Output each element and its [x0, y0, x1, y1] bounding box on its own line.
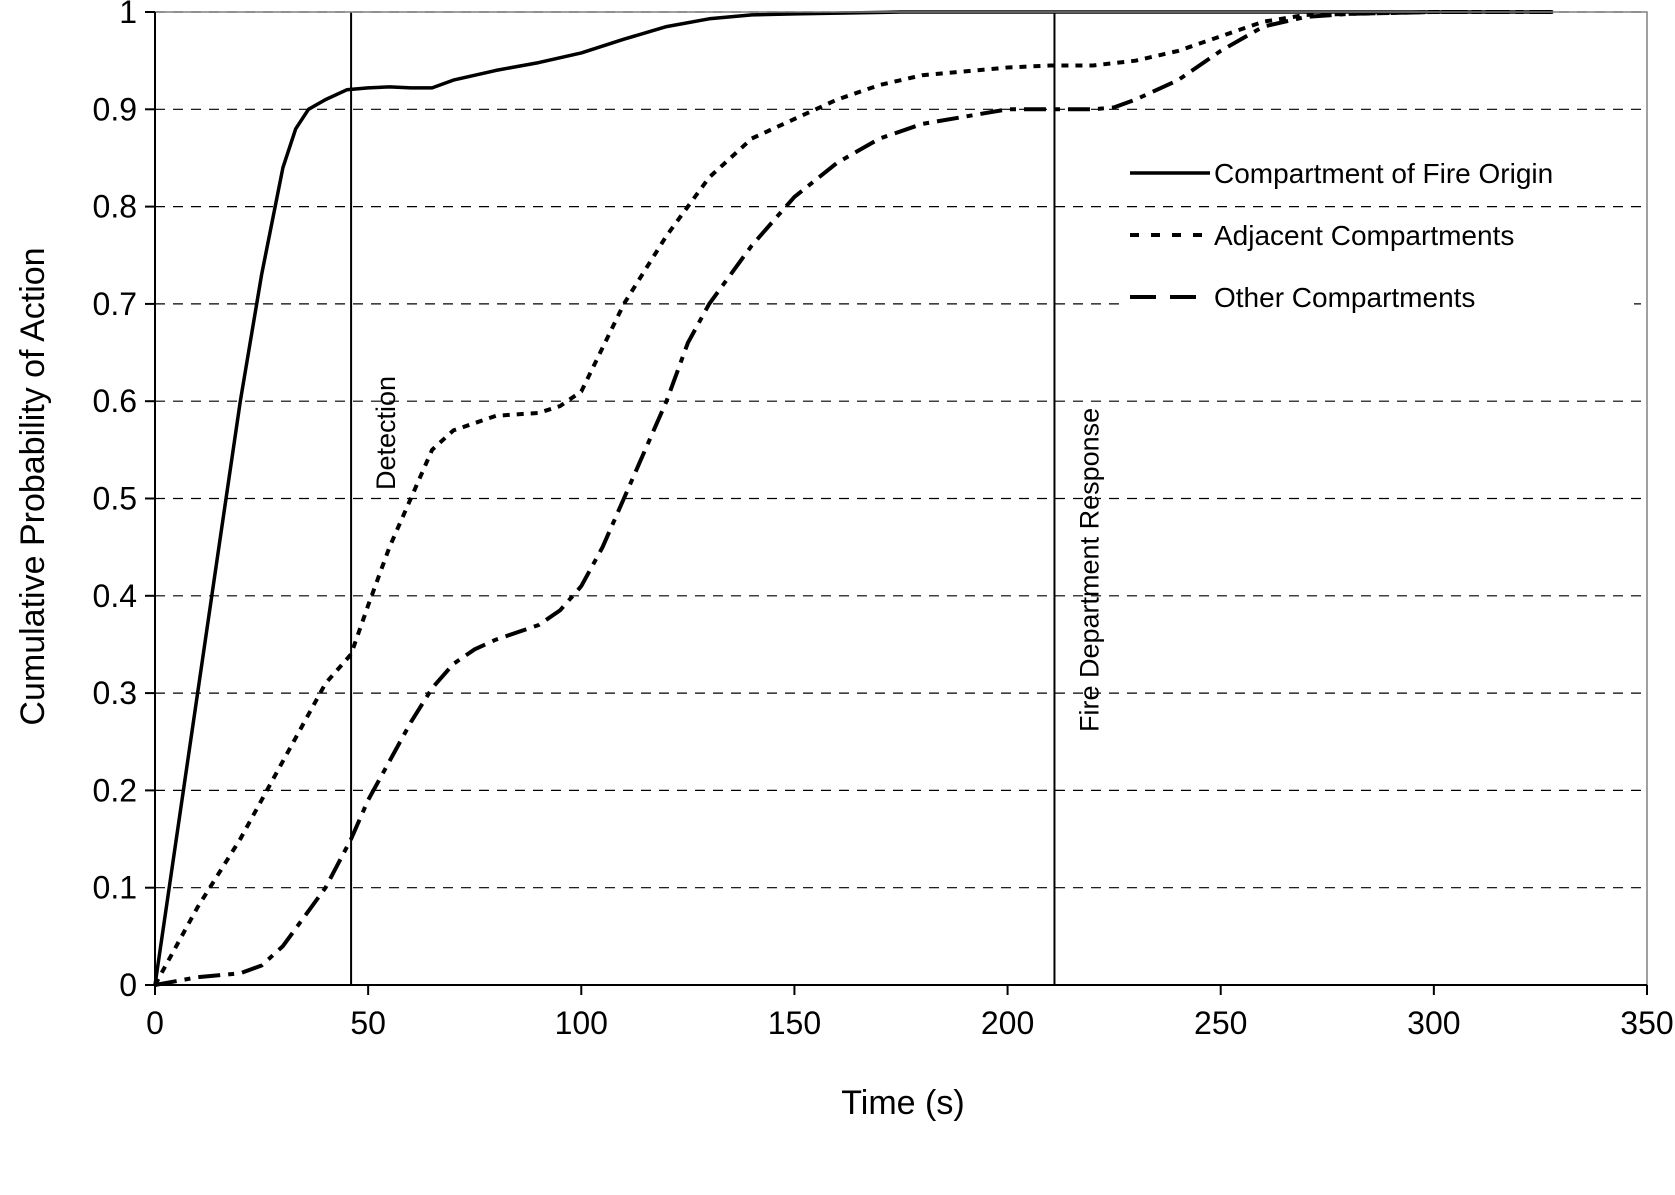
y-tick-label-1: 0.1	[93, 870, 137, 906]
y-tick-label-2: 0.2	[93, 772, 137, 808]
series-lines	[153, 10, 1554, 987]
x-tick-label-7: 350	[1620, 1005, 1673, 1041]
annotation-label-0: Detection	[371, 376, 401, 490]
x-axis-title: Time (s)	[841, 1084, 964, 1122]
axes	[145, 11, 1648, 995]
legend-label-1: Adjacent Compartments	[1214, 220, 1514, 251]
y-axis-title: Cumulative Probability of Action	[14, 247, 52, 725]
legend: Compartment of Fire Origin Adjacent Compa…	[1124, 151, 1634, 319]
legend-label-2: Other Compartments	[1214, 282, 1475, 313]
x-tick-label-3: 150	[768, 1005, 821, 1041]
annotation-lines: Detection Fire Department Response	[350, 12, 1104, 985]
legend-bg-1	[1124, 213, 1634, 257]
series-line-0	[153, 10, 1554, 986]
y-tick-label-9: 0.9	[93, 91, 137, 127]
x-tick-label-1: 50	[350, 1005, 386, 1041]
y-tick-label-7: 0.7	[93, 286, 137, 322]
x-tick-label-5: 250	[1194, 1005, 1247, 1041]
y-tick-label-5: 0.5	[93, 481, 137, 517]
y-tick-label-0: 0	[119, 967, 137, 1003]
x-tick-label-2: 100	[555, 1005, 608, 1041]
series-line-1	[153, 10, 1554, 986]
y-tick-label-3: 0.3	[93, 675, 137, 711]
y-tick-label-4: 0.4	[93, 578, 137, 614]
x-tick-label-0: 0	[146, 1005, 164, 1041]
x-tick-label-4: 200	[981, 1005, 1034, 1041]
y-tick-label-6: 0.6	[93, 383, 137, 419]
x-tick-label-6: 300	[1407, 1005, 1460, 1041]
tick-labels: 0 0.1 0.2 0.3 0.4 0.5 0.6 0.7 0.8 0.9 1 0 50 100 150 20…	[93, 0, 1674, 1041]
legend-bg-2	[1124, 275, 1634, 319]
annotation-label-1: Fire Department Response	[1074, 408, 1104, 732]
y-tick-label-8: 0.8	[93, 189, 137, 225]
y-tick-label-10: 1	[119, 0, 137, 30]
legend-label-0: Compartment of Fire Origin	[1214, 158, 1553, 189]
